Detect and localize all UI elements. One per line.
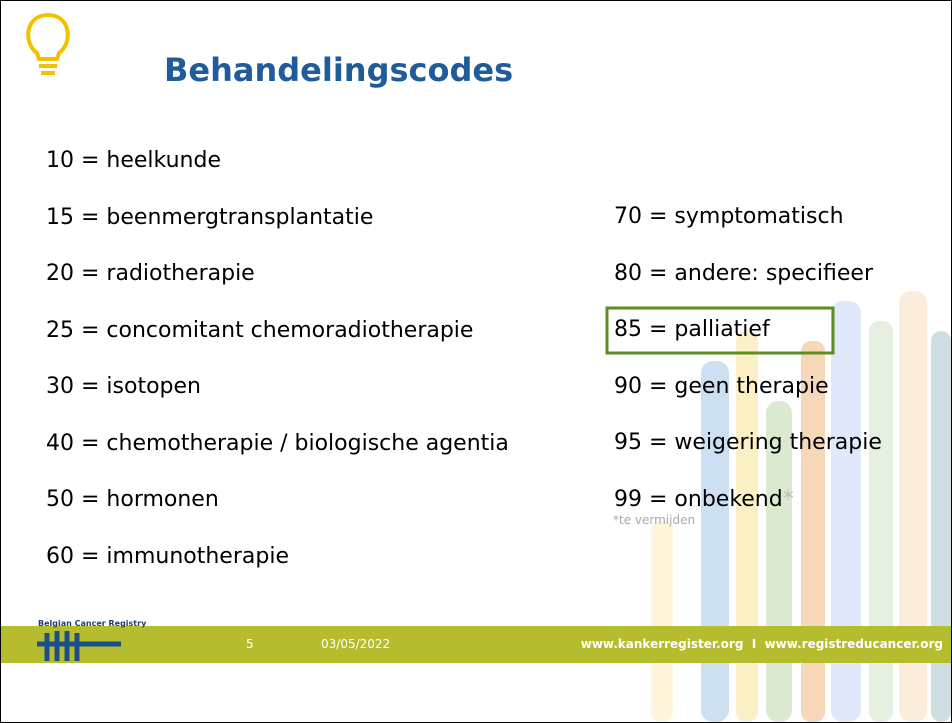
footer-url: www.kankerregister.org I www.registreduc… <box>581 637 943 651</box>
title: Behandelingscodes <box>164 51 513 89</box>
left-item: 40 = chemotherapie / biologische agentia <box>46 431 509 457</box>
left-item: 20 = radiotherapie <box>46 261 255 287</box>
right-item: 95 = weigering therapie <box>614 430 882 456</box>
right-item: 85 = palliatief <box>614 317 770 343</box>
slide: Behandelingscodes *te vermijden Belgian … <box>0 0 952 723</box>
left-item: 25 = concomitant chemoradiotherapie <box>46 318 473 344</box>
left-item: 50 = hormonen <box>46 487 219 513</box>
lightbulb-icon <box>28 15 68 73</box>
right-item: 99 = onbekend* <box>614 487 794 513</box>
asterisk: * <box>783 487 794 512</box>
decoration <box>1 1 951 722</box>
footnote: *te vermijden <box>613 513 695 527</box>
right-item: 90 = geen therapie <box>614 374 829 400</box>
logo-text: Belgian Cancer Registry <box>38 619 146 628</box>
date: 03/05/2022 <box>321 637 390 651</box>
left-item: 30 = isotopen <box>46 374 201 400</box>
right-item: 80 = andere: specifieer <box>614 261 873 287</box>
right-item: 70 = symptomatisch <box>614 204 844 230</box>
left-item: 10 = heelkunde <box>46 148 221 174</box>
slide-number: 5 <box>246 637 254 651</box>
left-item: 60 = immunotherapie <box>46 544 289 570</box>
left-item: 15 = beenmergtransplantatie <box>46 205 373 231</box>
